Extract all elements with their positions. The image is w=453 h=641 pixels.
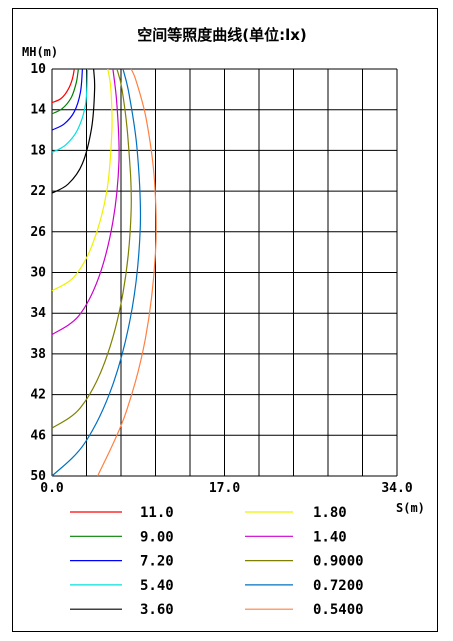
x-axis-label: S(m) xyxy=(396,501,425,515)
legend-label: 0.9000 xyxy=(313,554,364,570)
y-tick-label: 50 xyxy=(30,469,46,484)
y-tick-label: 30 xyxy=(30,266,46,281)
y-tick-label: 26 xyxy=(30,225,46,240)
isolux-curve xyxy=(51,68,113,292)
isolux-curve xyxy=(51,68,83,131)
isolux-curve xyxy=(97,68,157,477)
legend-label: 9.00 xyxy=(140,529,174,545)
y-tick-label: 10 xyxy=(30,62,46,77)
isolux-curve xyxy=(51,68,132,429)
x-tick-label: 17.0 xyxy=(209,481,240,496)
legend-label: 5.40 xyxy=(140,578,174,594)
isolux-curve xyxy=(51,68,75,104)
y-tick-label: 42 xyxy=(30,388,46,403)
y-axis-label: MH(m) xyxy=(22,45,58,59)
legend-label: 1.40 xyxy=(313,529,347,545)
isolux-curve xyxy=(51,68,120,336)
x-tick-label: 34.0 xyxy=(381,481,412,496)
y-tick-label: 14 xyxy=(30,103,46,118)
y-ticks: 10 14 18 22 26 30 34 38 42 46 50 xyxy=(30,62,46,484)
x-tick-label: 0.0 xyxy=(40,481,64,496)
grid xyxy=(51,68,398,477)
legend-label: 7.20 xyxy=(140,554,174,570)
legend-label: 1.80 xyxy=(313,505,347,521)
isolux-curve xyxy=(51,68,79,115)
isolux-curve xyxy=(51,68,142,477)
legend: 11.0 9.00 7.20 5.40 3.60 1.80 1.40 0.9000 0.7200… xyxy=(70,505,364,618)
x-ticks: 0.0 17.0 34.0 xyxy=(40,481,413,496)
chart-title: 空间等照度曲线(单位:lx) xyxy=(137,26,307,44)
y-tick-label: 22 xyxy=(30,184,46,199)
y-tick-label: 46 xyxy=(30,428,46,443)
legend-label: 3.60 xyxy=(140,602,174,618)
legend-label: 11.0 xyxy=(140,505,174,521)
isolux-curve xyxy=(51,68,96,194)
legend-label: 0.5400 xyxy=(313,602,364,618)
curves xyxy=(51,68,157,477)
y-tick-label: 34 xyxy=(30,306,46,321)
legend-label: 0.7200 xyxy=(313,578,364,594)
y-tick-label: 18 xyxy=(30,143,46,158)
y-tick-label: 38 xyxy=(30,347,46,362)
isolux-curve xyxy=(51,68,89,153)
